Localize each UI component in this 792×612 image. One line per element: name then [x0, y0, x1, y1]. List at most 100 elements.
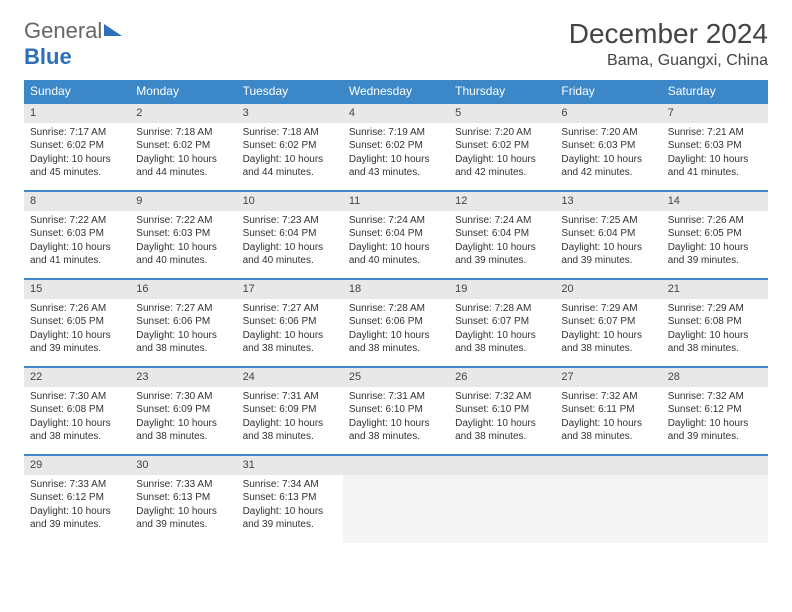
daylight-line: Daylight: 10 hours and 38 minutes.: [561, 329, 655, 356]
sunrise-line: Sunrise: 7:27 AM: [243, 302, 337, 316]
day-number: 7: [662, 104, 768, 123]
day-number: 22: [24, 368, 130, 387]
calendar-day-cell: 13Sunrise: 7:25 AMSunset: 6:04 PMDayligh…: [555, 191, 661, 279]
sunrise-line: Sunrise: 7:32 AM: [561, 390, 655, 404]
sunrise-line: Sunrise: 7:24 AM: [455, 214, 549, 228]
sunset-line: Sunset: 6:04 PM: [349, 227, 443, 241]
day-body: Sunrise: 7:29 AMSunset: 6:07 PMDaylight:…: [555, 299, 661, 360]
daylight-line: Daylight: 10 hours and 38 minutes.: [349, 329, 443, 356]
sunset-line: Sunset: 6:02 PM: [455, 139, 549, 153]
calendar-day-cell: 31Sunrise: 7:34 AMSunset: 6:13 PMDayligh…: [237, 455, 343, 543]
sunrise-line: Sunrise: 7:33 AM: [30, 478, 124, 492]
day-body: Sunrise: 7:22 AMSunset: 6:03 PMDaylight:…: [130, 211, 236, 272]
brand-triangle-icon: [104, 24, 122, 36]
day-number: 9: [130, 192, 236, 211]
location-text: Bama, Guangxi, China: [569, 52, 768, 70]
day-body: Sunrise: 7:17 AMSunset: 6:02 PMDaylight:…: [24, 123, 130, 184]
day-number: 15: [24, 280, 130, 299]
calendar-day-cell: 23Sunrise: 7:30 AMSunset: 6:09 PMDayligh…: [130, 367, 236, 455]
day-number: 12: [449, 192, 555, 211]
day-number: 1: [24, 104, 130, 123]
sunset-line: Sunset: 6:09 PM: [243, 403, 337, 417]
day-body: Sunrise: 7:30 AMSunset: 6:09 PMDaylight:…: [130, 387, 236, 448]
sunrise-line: Sunrise: 7:34 AM: [243, 478, 337, 492]
calendar-day-cell: 30Sunrise: 7:33 AMSunset: 6:13 PMDayligh…: [130, 455, 236, 543]
day-body: Sunrise: 7:26 AMSunset: 6:05 PMDaylight:…: [24, 299, 130, 360]
month-title: December 2024: [569, 18, 768, 50]
daylight-line: Daylight: 10 hours and 40 minutes.: [349, 241, 443, 268]
sunset-line: Sunset: 6:12 PM: [668, 403, 762, 417]
calendar-head: SundayMondayTuesdayWednesdayThursdayFrid…: [24, 80, 768, 103]
daylight-line: Daylight: 10 hours and 39 minutes.: [668, 241, 762, 268]
day-body: Sunrise: 7:31 AMSunset: 6:09 PMDaylight:…: [237, 387, 343, 448]
sunset-line: Sunset: 6:11 PM: [561, 403, 655, 417]
day-number: 17: [237, 280, 343, 299]
sunset-line: Sunset: 6:03 PM: [30, 227, 124, 241]
calendar-day-cell: 6Sunrise: 7:20 AMSunset: 6:03 PMDaylight…: [555, 103, 661, 191]
day-number: 5: [449, 104, 555, 123]
calendar-day-cell: 26Sunrise: 7:32 AMSunset: 6:10 PMDayligh…: [449, 367, 555, 455]
calendar-day-cell: 17Sunrise: 7:27 AMSunset: 6:06 PMDayligh…: [237, 279, 343, 367]
daylight-line: Daylight: 10 hours and 38 minutes.: [243, 329, 337, 356]
calendar-day-cell: 29Sunrise: 7:33 AMSunset: 6:12 PMDayligh…: [24, 455, 130, 543]
daylight-line: Daylight: 10 hours and 39 minutes.: [668, 417, 762, 444]
day-number: 19: [449, 280, 555, 299]
day-number: 11: [343, 192, 449, 211]
day-header: Sunday: [24, 80, 130, 103]
sunrise-line: Sunrise: 7:20 AM: [561, 126, 655, 140]
sunrise-line: Sunrise: 7:30 AM: [136, 390, 230, 404]
day-header: Thursday: [449, 80, 555, 103]
day-body: Sunrise: 7:31 AMSunset: 6:10 PMDaylight:…: [343, 387, 449, 448]
daylight-line: Daylight: 10 hours and 42 minutes.: [455, 153, 549, 180]
day-number: 14: [662, 192, 768, 211]
sunrise-line: Sunrise: 7:22 AM: [30, 214, 124, 228]
day-number: 25: [343, 368, 449, 387]
daylight-line: Daylight: 10 hours and 41 minutes.: [668, 153, 762, 180]
calendar-day-cell: 27Sunrise: 7:32 AMSunset: 6:11 PMDayligh…: [555, 367, 661, 455]
sunset-line: Sunset: 6:09 PM: [136, 403, 230, 417]
sunset-line: Sunset: 6:08 PM: [30, 403, 124, 417]
day-number: 29: [24, 456, 130, 475]
day-header: Friday: [555, 80, 661, 103]
day-number: 2: [130, 104, 236, 123]
sunrise-line: Sunrise: 7:25 AM: [561, 214, 655, 228]
daylight-line: Daylight: 10 hours and 39 minutes.: [455, 241, 549, 268]
daylight-line: Daylight: 10 hours and 45 minutes.: [30, 153, 124, 180]
calendar-day-cell: [449, 455, 555, 543]
calendar-week-row: 8Sunrise: 7:22 AMSunset: 6:03 PMDaylight…: [24, 191, 768, 279]
daylight-line: Daylight: 10 hours and 39 minutes.: [136, 505, 230, 532]
day-body: Sunrise: 7:26 AMSunset: 6:05 PMDaylight:…: [662, 211, 768, 272]
daylight-line: Daylight: 10 hours and 41 minutes.: [30, 241, 124, 268]
day-body: Sunrise: 7:28 AMSunset: 6:07 PMDaylight:…: [449, 299, 555, 360]
daylight-line: Daylight: 10 hours and 39 minutes.: [243, 505, 337, 532]
day-body: Sunrise: 7:29 AMSunset: 6:08 PMDaylight:…: [662, 299, 768, 360]
sunset-line: Sunset: 6:07 PM: [455, 315, 549, 329]
day-header: Wednesday: [343, 80, 449, 103]
sunrise-line: Sunrise: 7:30 AM: [30, 390, 124, 404]
sunset-line: Sunset: 6:02 PM: [349, 139, 443, 153]
day-number: 3: [237, 104, 343, 123]
sunrise-line: Sunrise: 7:21 AM: [668, 126, 762, 140]
day-body: Sunrise: 7:33 AMSunset: 6:12 PMDaylight:…: [24, 475, 130, 536]
calendar-day-cell: [555, 455, 661, 543]
calendar-day-cell: 4Sunrise: 7:19 AMSunset: 6:02 PMDaylight…: [343, 103, 449, 191]
sunrise-line: Sunrise: 7:28 AM: [349, 302, 443, 316]
daylight-line: Daylight: 10 hours and 38 minutes.: [136, 417, 230, 444]
sunset-line: Sunset: 6:03 PM: [668, 139, 762, 153]
calendar-table: SundayMondayTuesdayWednesdayThursdayFrid…: [24, 80, 768, 543]
sunset-line: Sunset: 6:05 PM: [668, 227, 762, 241]
sunset-line: Sunset: 6:03 PM: [561, 139, 655, 153]
sunset-line: Sunset: 6:10 PM: [455, 403, 549, 417]
day-number-empty: [449, 456, 555, 475]
calendar-day-cell: 12Sunrise: 7:24 AMSunset: 6:04 PMDayligh…: [449, 191, 555, 279]
sunrise-line: Sunrise: 7:31 AM: [349, 390, 443, 404]
day-number: 18: [343, 280, 449, 299]
sunrise-line: Sunrise: 7:32 AM: [455, 390, 549, 404]
day-body: Sunrise: 7:32 AMSunset: 6:11 PMDaylight:…: [555, 387, 661, 448]
day-number: 20: [555, 280, 661, 299]
calendar-day-cell: 9Sunrise: 7:22 AMSunset: 6:03 PMDaylight…: [130, 191, 236, 279]
daylight-line: Daylight: 10 hours and 39 minutes.: [561, 241, 655, 268]
daylight-line: Daylight: 10 hours and 38 minutes.: [349, 417, 443, 444]
day-header: Monday: [130, 80, 236, 103]
day-body: Sunrise: 7:20 AMSunset: 6:02 PMDaylight:…: [449, 123, 555, 184]
